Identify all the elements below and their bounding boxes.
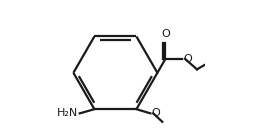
Text: O: O — [151, 108, 160, 118]
Text: O: O — [161, 29, 170, 39]
Text: O: O — [183, 54, 192, 64]
Text: H₂N: H₂N — [57, 108, 79, 118]
